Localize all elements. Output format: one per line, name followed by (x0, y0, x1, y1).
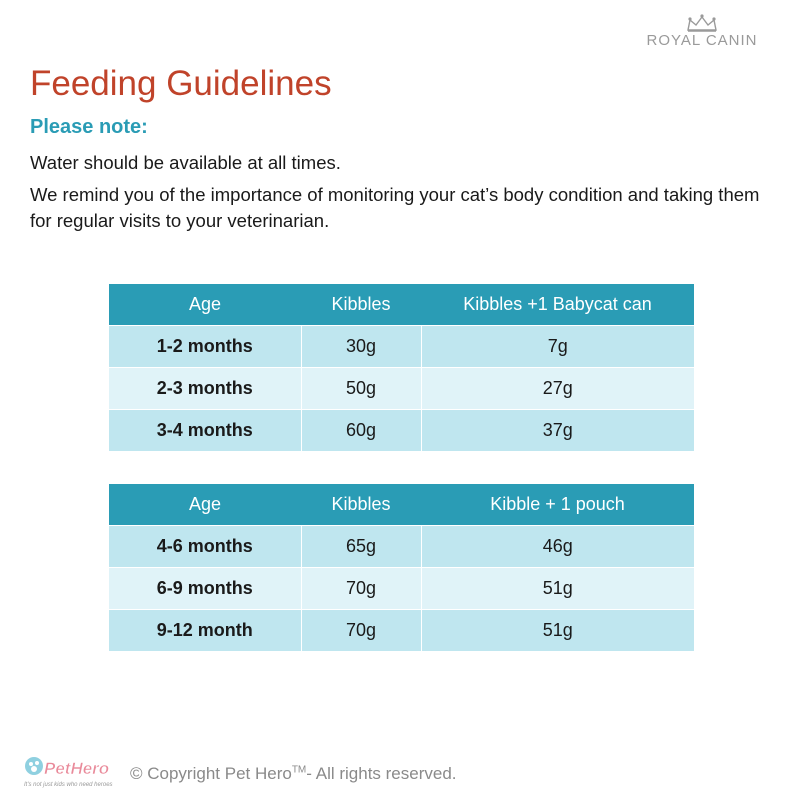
footer: PetHero It's not just kids who need hero… (24, 752, 524, 792)
note-vet: We remind you of the importance of monit… (30, 184, 760, 231)
pethero-logo-text: PetHero (44, 759, 109, 778)
feeding-table-2: Age Kibbles Kibble + 1 pouch 4-6 months … (109, 484, 694, 651)
header-age: Age (109, 284, 301, 326)
cell-kibbles: 65g (301, 525, 422, 568)
feeding-table-1: Age Kibbles Kibbles +1 Babycat can 1-2 m… (109, 284, 694, 451)
cell-kibbles: 70g (301, 609, 422, 651)
cell-age: 4-6 months (109, 525, 302, 568)
header-age: Age (109, 484, 301, 526)
crown-icon (687, 14, 717, 32)
cell-kibbles: 50g (301, 367, 422, 410)
header-kibbles: Kibbles (301, 484, 421, 526)
cell-mixed: 27g (421, 367, 694, 410)
cell-mixed: 51g (421, 567, 694, 610)
header-kibbles: Kibbles (301, 284, 421, 326)
cell-kibbles: 30g (301, 325, 422, 368)
cell-mixed: 51g (421, 609, 694, 651)
table-row: 6-9 months 70g 51g (109, 567, 694, 610)
brand-name: ROYAL CANIN (646, 32, 758, 49)
cell-age: 3-4 months (109, 409, 302, 451)
cell-mixed: 37g (421, 409, 694, 451)
table-header-row: Age Kibbles Kibble + 1 pouch (109, 484, 694, 526)
royal-canin-logo: ROYAL CANIN (632, 14, 772, 58)
cell-age: 2-3 months (109, 367, 302, 410)
page-subtitle: Please note: (30, 116, 148, 138)
pethero-logo: PetHero (25, 757, 109, 778)
table-row: 4-6 months 65g 46g (109, 525, 694, 568)
cell-mixed: 7g (421, 325, 694, 368)
table-header-row: Age Kibbles Kibbles +1 Babycat can (109, 284, 694, 326)
note-water: Water should be available at all times. (30, 152, 341, 173)
footer-tagline: It's not just kids who need heroes (24, 782, 113, 788)
table-row: 3-4 months 60g 37g (109, 409, 694, 451)
page-title: Feeding Guidelines (30, 64, 332, 103)
header-kibble-pouch: Kibble + 1 pouch (421, 484, 694, 526)
cell-age: 9-12 month (109, 609, 302, 651)
table-row: 2-3 months 50g 27g (109, 367, 694, 410)
cell-age: 6-9 months (109, 567, 302, 610)
cell-mixed: 46g (421, 525, 694, 568)
header-kibbles-babycat: Kibbles +1 Babycat can (421, 284, 694, 326)
table-row: 1-2 months 30g 7g (109, 325, 694, 368)
cell-age: 1-2 months (109, 325, 302, 368)
copyright-text: © Copyright Pet HeroTM- All rights reser… (130, 764, 457, 783)
table-row: 9-12 month 70g 51g (109, 609, 694, 651)
cell-kibbles: 60g (301, 409, 422, 451)
cell-kibbles: 70g (301, 567, 422, 610)
